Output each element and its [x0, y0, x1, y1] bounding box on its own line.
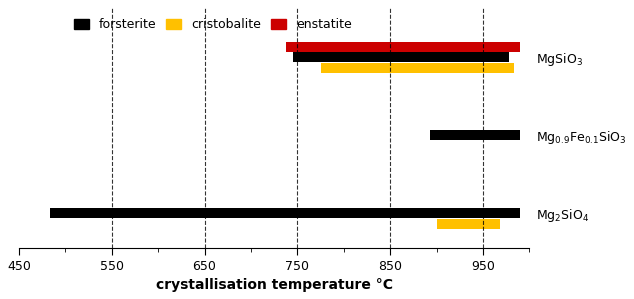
Bar — [321, 63, 514, 73]
Bar — [293, 52, 509, 62]
Legend: forsterite, cristobalite, enstatite: forsterite, cristobalite, enstatite — [68, 13, 357, 36]
Bar — [437, 219, 500, 229]
Bar — [287, 42, 521, 52]
Bar — [430, 130, 521, 140]
X-axis label: crystallisation temperature °C: crystallisation temperature °C — [156, 278, 392, 292]
Bar — [49, 208, 521, 218]
